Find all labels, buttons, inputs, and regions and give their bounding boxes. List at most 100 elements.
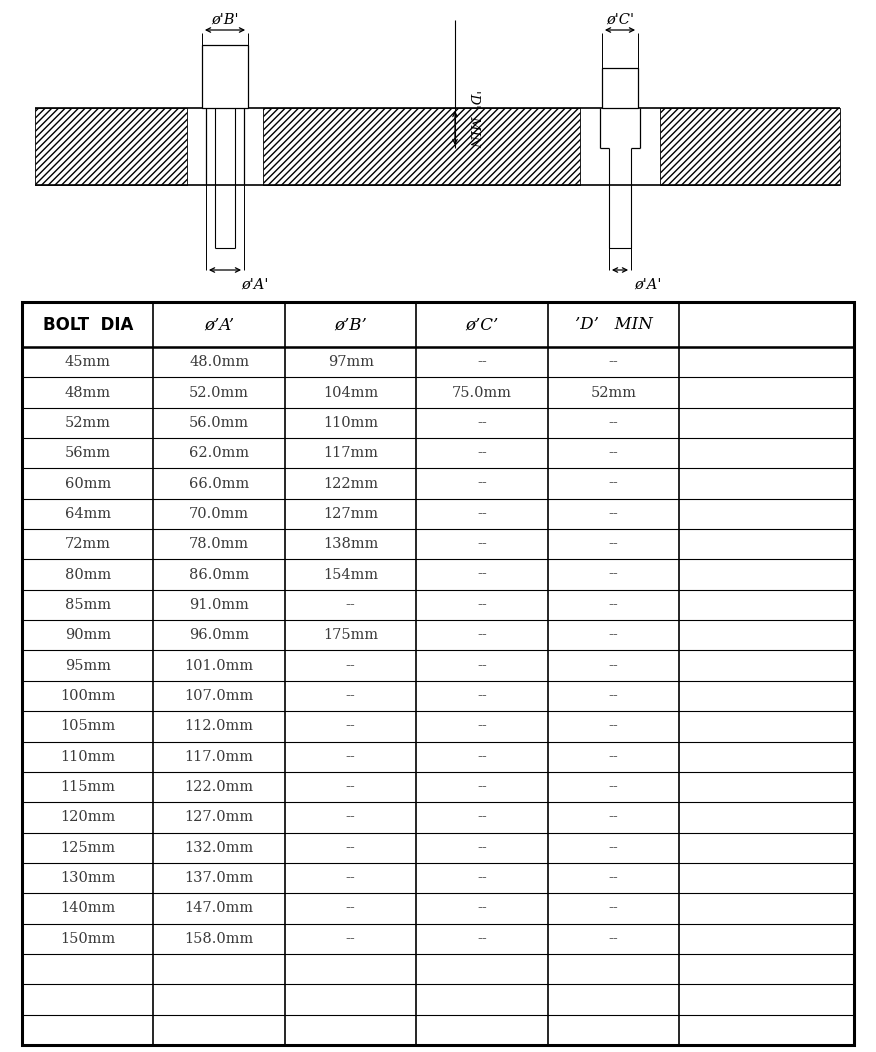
Text: --: -- <box>477 780 487 794</box>
Text: --: -- <box>609 598 618 612</box>
Text: ø'C': ø'C' <box>606 13 634 27</box>
Text: 115mm: 115mm <box>60 780 116 794</box>
Text: 132.0mm: 132.0mm <box>185 841 254 854</box>
Text: --: -- <box>346 810 356 825</box>
Text: 95mm: 95mm <box>65 659 110 672</box>
Text: 110mm: 110mm <box>60 750 116 764</box>
Text: --: -- <box>346 932 356 946</box>
Text: --: -- <box>477 538 487 551</box>
Text: --: -- <box>609 810 618 825</box>
Text: 78.0mm: 78.0mm <box>189 538 250 551</box>
Text: 60mm: 60mm <box>65 477 111 490</box>
Text: 48mm: 48mm <box>65 385 110 400</box>
Text: --: -- <box>609 841 618 854</box>
Text: 140mm: 140mm <box>60 902 116 915</box>
Text: --: -- <box>477 356 487 369</box>
Bar <box>22 302 854 1045</box>
Text: --: -- <box>609 689 618 703</box>
Bar <box>202 45 248 108</box>
Text: ø’A’: ø’A’ <box>204 316 234 333</box>
Text: 117.0mm: 117.0mm <box>185 750 254 764</box>
Text: 117mm: 117mm <box>323 446 378 460</box>
Text: --: -- <box>477 628 487 643</box>
Text: --: -- <box>477 446 487 460</box>
Text: --: -- <box>609 932 618 946</box>
Text: --: -- <box>609 902 618 915</box>
Text: ø’C’: ø’C’ <box>465 316 498 333</box>
Text: 80mm: 80mm <box>65 568 111 582</box>
Text: ø'A': ø'A' <box>634 278 661 292</box>
Text: 62.0mm: 62.0mm <box>189 446 250 460</box>
Text: --: -- <box>346 841 356 854</box>
Bar <box>660 108 840 185</box>
Text: --: -- <box>477 598 487 612</box>
Text: 100mm: 100mm <box>60 689 116 703</box>
Text: --: -- <box>609 750 618 764</box>
Text: 127.0mm: 127.0mm <box>185 810 254 825</box>
Text: 86.0mm: 86.0mm <box>189 568 250 582</box>
Text: --: -- <box>609 356 618 369</box>
Text: --: -- <box>609 416 618 430</box>
Text: 150mm: 150mm <box>60 932 116 946</box>
Text: --: -- <box>609 659 618 672</box>
Text: --: -- <box>346 780 356 794</box>
Text: --: -- <box>346 598 356 612</box>
Text: 96.0mm: 96.0mm <box>189 628 250 643</box>
Text: --: -- <box>477 568 487 582</box>
Text: 130mm: 130mm <box>60 871 116 885</box>
Text: ø'A': ø'A' <box>241 278 269 292</box>
Text: --: -- <box>346 689 356 703</box>
Text: 137.0mm: 137.0mm <box>185 871 254 885</box>
Text: 175mm: 175mm <box>323 628 378 643</box>
Text: 52mm: 52mm <box>590 385 637 400</box>
Text: 125mm: 125mm <box>60 841 116 854</box>
Text: 56mm: 56mm <box>65 446 110 460</box>
Text: 110mm: 110mm <box>323 416 378 430</box>
Text: 70.0mm: 70.0mm <box>189 507 250 521</box>
Bar <box>35 108 187 185</box>
Text: --: -- <box>477 902 487 915</box>
Text: 90mm: 90mm <box>65 628 110 643</box>
Text: 66.0mm: 66.0mm <box>189 477 250 490</box>
Text: --: -- <box>477 477 487 490</box>
Text: 48.0mm: 48.0mm <box>189 356 250 369</box>
Text: 52.0mm: 52.0mm <box>189 385 249 400</box>
Text: --: -- <box>609 720 618 733</box>
Bar <box>263 108 580 185</box>
Text: 64mm: 64mm <box>65 507 110 521</box>
Bar <box>602 68 638 108</box>
Text: --: -- <box>346 720 356 733</box>
Text: 91.0mm: 91.0mm <box>189 598 249 612</box>
Text: --: -- <box>609 538 618 551</box>
Text: --: -- <box>477 507 487 521</box>
Text: 112.0mm: 112.0mm <box>185 720 254 733</box>
Text: 120mm: 120mm <box>60 810 116 825</box>
Text: ’D’   MIN: ’D’ MIN <box>575 316 653 333</box>
Text: --: -- <box>477 841 487 854</box>
Text: --: -- <box>477 750 487 764</box>
Text: 104mm: 104mm <box>323 385 378 400</box>
Text: 101.0mm: 101.0mm <box>185 659 254 672</box>
Text: --: -- <box>477 659 487 672</box>
Text: 56.0mm: 56.0mm <box>189 416 250 430</box>
Text: 75.0mm: 75.0mm <box>452 385 512 400</box>
Text: ø'B': ø'B' <box>211 13 239 27</box>
Text: 147.0mm: 147.0mm <box>185 902 254 915</box>
Text: 72mm: 72mm <box>65 538 110 551</box>
Text: --: -- <box>477 871 487 885</box>
Text: 'D'  MIN: 'D' MIN <box>467 89 479 146</box>
Text: --: -- <box>609 507 618 521</box>
Text: --: -- <box>609 780 618 794</box>
Text: --: -- <box>346 750 356 764</box>
Text: --: -- <box>346 659 356 672</box>
Text: 97mm: 97mm <box>328 356 374 369</box>
Text: --: -- <box>477 810 487 825</box>
Text: --: -- <box>609 568 618 582</box>
Text: --: -- <box>477 720 487 733</box>
Text: ø’B’: ø’B’ <box>335 316 367 333</box>
Text: --: -- <box>609 871 618 885</box>
Text: BOLT  DIA: BOLT DIA <box>43 316 133 333</box>
Text: 138mm: 138mm <box>323 538 378 551</box>
Text: --: -- <box>346 902 356 915</box>
Text: --: -- <box>477 416 487 430</box>
